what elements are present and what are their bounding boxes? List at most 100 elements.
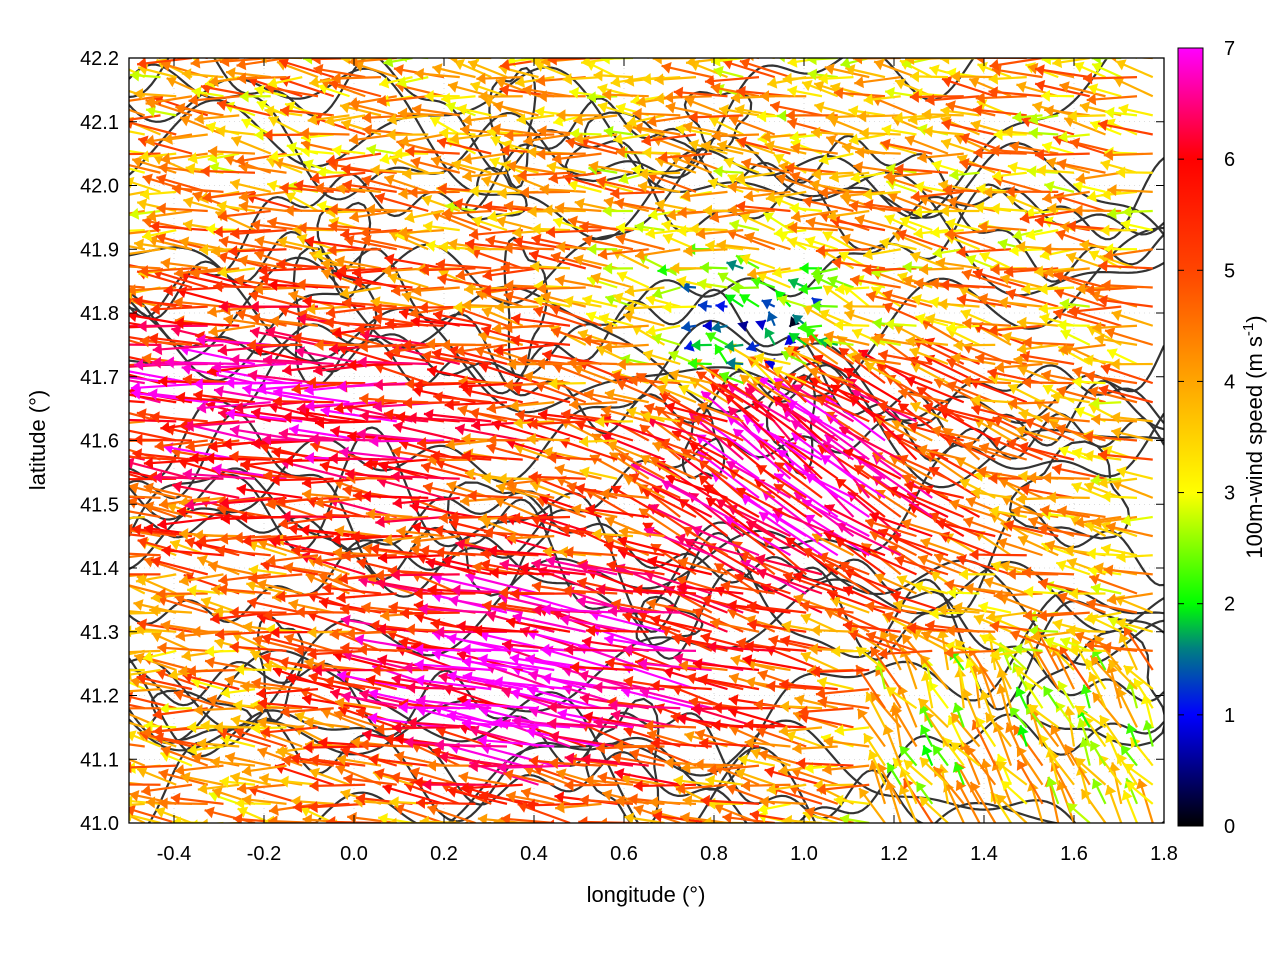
wind-arrow-shaft — [129, 418, 177, 423]
wind-arrow-head — [865, 517, 876, 529]
wind-arrow-head — [322, 582, 332, 595]
wind-arrow-shaft — [278, 515, 334, 526]
wind-arrow — [983, 576, 1028, 595]
wind-arrow — [278, 515, 334, 530]
wind-arrow-head — [1084, 481, 1095, 493]
wind-arrow — [156, 587, 208, 600]
wind-arrow-head — [561, 408, 571, 421]
wind-arrow — [1105, 732, 1123, 767]
wind-arrow-head — [425, 557, 436, 570]
wind-arrow-head — [711, 719, 721, 732]
wind-arrow-head — [230, 771, 241, 784]
wind-arrow-head — [208, 440, 218, 453]
wind-arrow-head — [936, 628, 949, 639]
wind-arrow-head — [695, 729, 706, 741]
wind-arrow-head — [276, 495, 286, 508]
wind-arrow — [108, 664, 145, 676]
wind-arrow-head — [419, 544, 430, 557]
wind-arrow-shaft — [217, 729, 272, 748]
wind-arrow — [149, 604, 193, 617]
wind-arrow — [129, 552, 161, 557]
wind-arrow-shaft — [877, 528, 933, 557]
wind-arrow — [382, 783, 445, 805]
wind-arrow-head — [187, 721, 197, 734]
wind-arrow-head — [174, 764, 185, 777]
wind-arrow-head — [1085, 639, 1095, 652]
wind-arrow-head — [930, 571, 942, 582]
wind-arrow — [1125, 723, 1139, 747]
wind-arrow-head — [250, 650, 262, 662]
wind-arrow-head — [583, 711, 594, 724]
wind-arrow-head — [129, 691, 134, 704]
wind-arrow — [1056, 780, 1076, 823]
wind-arrow-head — [259, 441, 270, 454]
wind-arrow — [1017, 535, 1059, 557]
wind-arrow-head — [309, 754, 320, 767]
wind-arrow-shaft — [798, 707, 854, 714]
wind-arrow-shaft — [608, 704, 681, 710]
wind-arrow-head — [531, 558, 542, 571]
wind-arrow — [964, 582, 1012, 595]
wind-arrow-shaft — [406, 686, 476, 691]
wind-arrow-head — [779, 700, 790, 713]
wind-arrow-shaft — [129, 758, 146, 767]
wind-arrow — [129, 472, 146, 480]
wind-arrow-head — [421, 461, 432, 474]
wind-arrow — [611, 752, 665, 767]
wind-arrow — [864, 517, 917, 538]
wind-arrow-head — [319, 460, 330, 473]
wind-arrow-shaft — [637, 662, 712, 672]
wind-arrow-shaft — [650, 684, 712, 691]
wind-arrow-head — [1083, 716, 1094, 728]
wind-arrow-shaft — [680, 448, 729, 480]
wind-arrow — [204, 806, 256, 823]
wind-arrow-shaft — [801, 499, 870, 538]
wind-arrow-head — [1052, 618, 1063, 631]
wind-arrow — [697, 673, 760, 691]
wind-arrow-head — [747, 619, 758, 631]
wind-arrow — [481, 600, 539, 614]
wind-arrow — [257, 716, 303, 729]
wind-arrow-head — [222, 437, 232, 450]
wind-arrow — [547, 701, 618, 714]
wind-arrow — [877, 528, 933, 557]
wind-arrow-head — [98, 419, 108, 431]
wind-arrow-head — [213, 721, 223, 734]
wind-arrow-head — [108, 664, 117, 676]
wind-arrow — [369, 543, 429, 557]
wind-arrow-head — [1006, 438, 1018, 450]
wind-arrow — [671, 633, 728, 652]
wind-arrow-shaft — [754, 478, 807, 518]
wind-arrow — [1016, 759, 1044, 805]
wind-arrow — [869, 646, 902, 690]
wind-arrow-head — [998, 477, 1010, 489]
wind-arrow-head — [229, 450, 239, 463]
wind-arrow-head — [333, 572, 343, 585]
wind-arrow — [705, 497, 760, 538]
wind-arrow-head — [753, 423, 765, 434]
wind-arrow — [585, 503, 649, 519]
wind-arrow-head — [756, 567, 768, 580]
wind-arrow-head — [969, 548, 979, 561]
wind-arrow-head — [506, 790, 517, 803]
wind-arrow-shaft — [935, 520, 996, 538]
wind-arrow — [800, 651, 839, 672]
wind-arrow-shaft — [647, 504, 713, 538]
wind-arrow — [659, 438, 713, 461]
wind-arrow — [406, 681, 476, 694]
wind-arrow-head — [90, 519, 101, 530]
wind-arrow-shaft — [308, 802, 366, 809]
wind-arrow — [652, 810, 712, 823]
wind-arrow-head — [894, 554, 906, 567]
wind-arrow — [276, 495, 334, 508]
wind-arrow — [357, 643, 413, 656]
wind-arrow — [129, 477, 177, 481]
wind-arrow-head — [902, 473, 913, 485]
wind-arrow-head — [579, 435, 589, 448]
wind-arrow-head — [1056, 560, 1067, 572]
wind-arrow — [434, 738, 508, 751]
wind-arrow — [990, 560, 1028, 576]
wind-arrow-head — [333, 709, 345, 721]
wind-arrow — [483, 526, 539, 539]
wind-arrow-head — [579, 692, 590, 705]
